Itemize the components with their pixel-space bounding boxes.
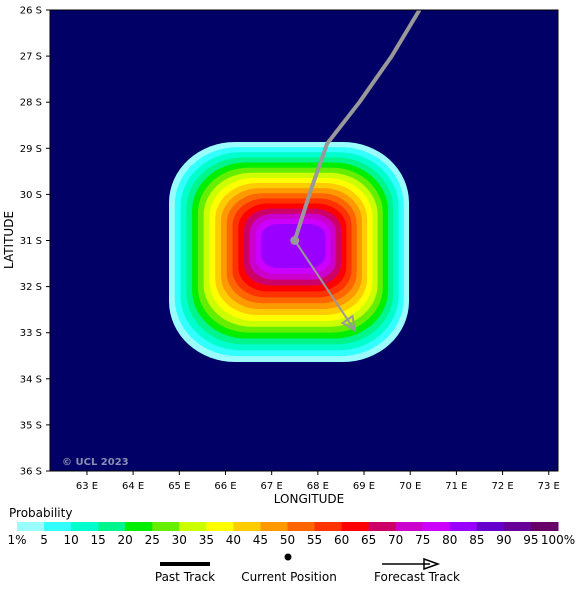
longitude-ticks: 63 E 64 E 65 E 66 E 67 E 68 E 69 E 70 E 71 E 72 E… bbox=[76, 471, 560, 492]
probability-scale-label: 65 bbox=[361, 533, 376, 547]
y-axis-title: LATITUDE bbox=[2, 211, 16, 269]
current-position-legend-dot bbox=[284, 553, 292, 561]
forecast-track-legend-label: Forecast Track bbox=[374, 570, 460, 584]
past-track-legend-label: Past Track bbox=[155, 570, 215, 584]
probability-scale-label: 15 bbox=[91, 533, 106, 547]
lat-tick-label: 35 S bbox=[20, 420, 42, 431]
past-track-line bbox=[292, 8, 422, 242]
probability-swatch bbox=[503, 522, 532, 531]
probability-scale-label: 60 bbox=[334, 533, 349, 547]
probability-scale-label: 95 bbox=[523, 533, 538, 547]
lat-tick-label: 34 S bbox=[20, 374, 42, 385]
probability-swatch bbox=[17, 522, 45, 531]
lon-tick-label: 69 E bbox=[353, 481, 375, 492]
probability-scale-label: 75 bbox=[415, 533, 430, 547]
probability-swatch bbox=[476, 522, 505, 531]
probability-scale-labels: 1% 5 10 15 20 25 30 35 40 45 50 55 60 65 70 75 80 85 90 95 1… bbox=[7, 533, 575, 547]
lon-tick-label: 68 E bbox=[307, 481, 329, 492]
probability-title: Probability bbox=[9, 506, 72, 520]
probability-scale-label: 45 bbox=[253, 533, 268, 547]
probability-swatch bbox=[233, 522, 261, 531]
probability-swatch bbox=[314, 522, 343, 531]
lat-tick-label: 32 S bbox=[20, 282, 42, 293]
lon-tick-label: 65 E bbox=[168, 481, 190, 492]
probability-swatch bbox=[179, 522, 207, 531]
probability-swatch bbox=[422, 522, 451, 531]
probability-scale-label: 5 bbox=[40, 533, 48, 547]
lon-tick-label: 72 E bbox=[491, 481, 513, 492]
probability-scale-label: 1% bbox=[7, 533, 26, 547]
probability-swatch bbox=[44, 522, 72, 531]
probability-scale-label: 85 bbox=[469, 533, 484, 547]
probability-scale-label: 70 bbox=[388, 533, 403, 547]
probability-swatch bbox=[152, 522, 180, 531]
probability-swatch bbox=[287, 522, 316, 531]
lon-tick-label: 73 E bbox=[538, 481, 560, 492]
latitude-ticks: 26 S 27 S 28 S 29 S 30 S 31 S 32 S 33 S 34 S 35 S… bbox=[20, 6, 50, 478]
probability-swatch bbox=[206, 522, 234, 531]
probability-scale-label: 40 bbox=[226, 533, 241, 547]
probability-swatch bbox=[71, 522, 99, 531]
probability-scale-label: 80 bbox=[442, 533, 457, 547]
probability-scale-label: 35 bbox=[199, 533, 214, 547]
probability-scale-label: 30 bbox=[172, 533, 187, 547]
current-position-legend-label: Current Position bbox=[241, 570, 337, 584]
forecast-track-legend-arrowhead bbox=[423, 557, 441, 571]
probability-swatch bbox=[125, 522, 153, 531]
probability-scale-label: 55 bbox=[307, 533, 322, 547]
probability-swatch bbox=[341, 522, 370, 531]
lat-tick-label: 31 S bbox=[20, 236, 42, 247]
copyright-text: © UCL 2023 bbox=[62, 457, 129, 468]
probability-scale-label: 25 bbox=[145, 533, 160, 547]
probability-swatch bbox=[449, 522, 478, 531]
lat-tick-label: 27 S bbox=[20, 52, 42, 63]
forecast-track-line bbox=[293, 239, 356, 331]
lon-tick-label: 71 E bbox=[445, 481, 467, 492]
probability-swatch bbox=[395, 522, 424, 531]
probability-swatch bbox=[530, 522, 559, 531]
lat-tick-label: 26 S bbox=[20, 6, 42, 17]
lon-tick-label: 66 E bbox=[214, 481, 236, 492]
probability-scale-label: 10 bbox=[63, 533, 78, 547]
probability-field bbox=[169, 142, 409, 362]
lat-tick-label: 28 S bbox=[20, 98, 42, 109]
probability-swatch bbox=[368, 522, 397, 531]
probability-band bbox=[261, 224, 326, 268]
probability-scale-label: 100% bbox=[541, 533, 575, 547]
lat-tick-label: 33 S bbox=[20, 328, 42, 339]
current-position-marker bbox=[290, 236, 300, 245]
forecast-arrowhead bbox=[340, 314, 357, 333]
track-legend: Past Track Current Position Forecast Tra… bbox=[155, 553, 460, 584]
lon-tick-label: 70 E bbox=[399, 481, 421, 492]
lat-tick-label: 36 S bbox=[20, 467, 42, 478]
lat-tick-label: 30 S bbox=[20, 190, 42, 201]
probability-scale-label: 20 bbox=[118, 533, 133, 547]
lon-tick-label: 63 E bbox=[76, 481, 98, 492]
lon-tick-label: 67 E bbox=[261, 481, 283, 492]
probability-color-scale bbox=[17, 522, 559, 531]
lon-tick-label: 64 E bbox=[122, 481, 144, 492]
lat-tick-label: 29 S bbox=[20, 144, 42, 155]
probability-swatch bbox=[260, 522, 288, 531]
probability-swatch bbox=[98, 522, 126, 531]
probability-scale-label: 90 bbox=[496, 533, 511, 547]
x-axis-title: LONGITUDE bbox=[274, 492, 344, 506]
storm-track bbox=[290, 8, 422, 333]
probability-scale-label: 50 bbox=[280, 533, 295, 547]
